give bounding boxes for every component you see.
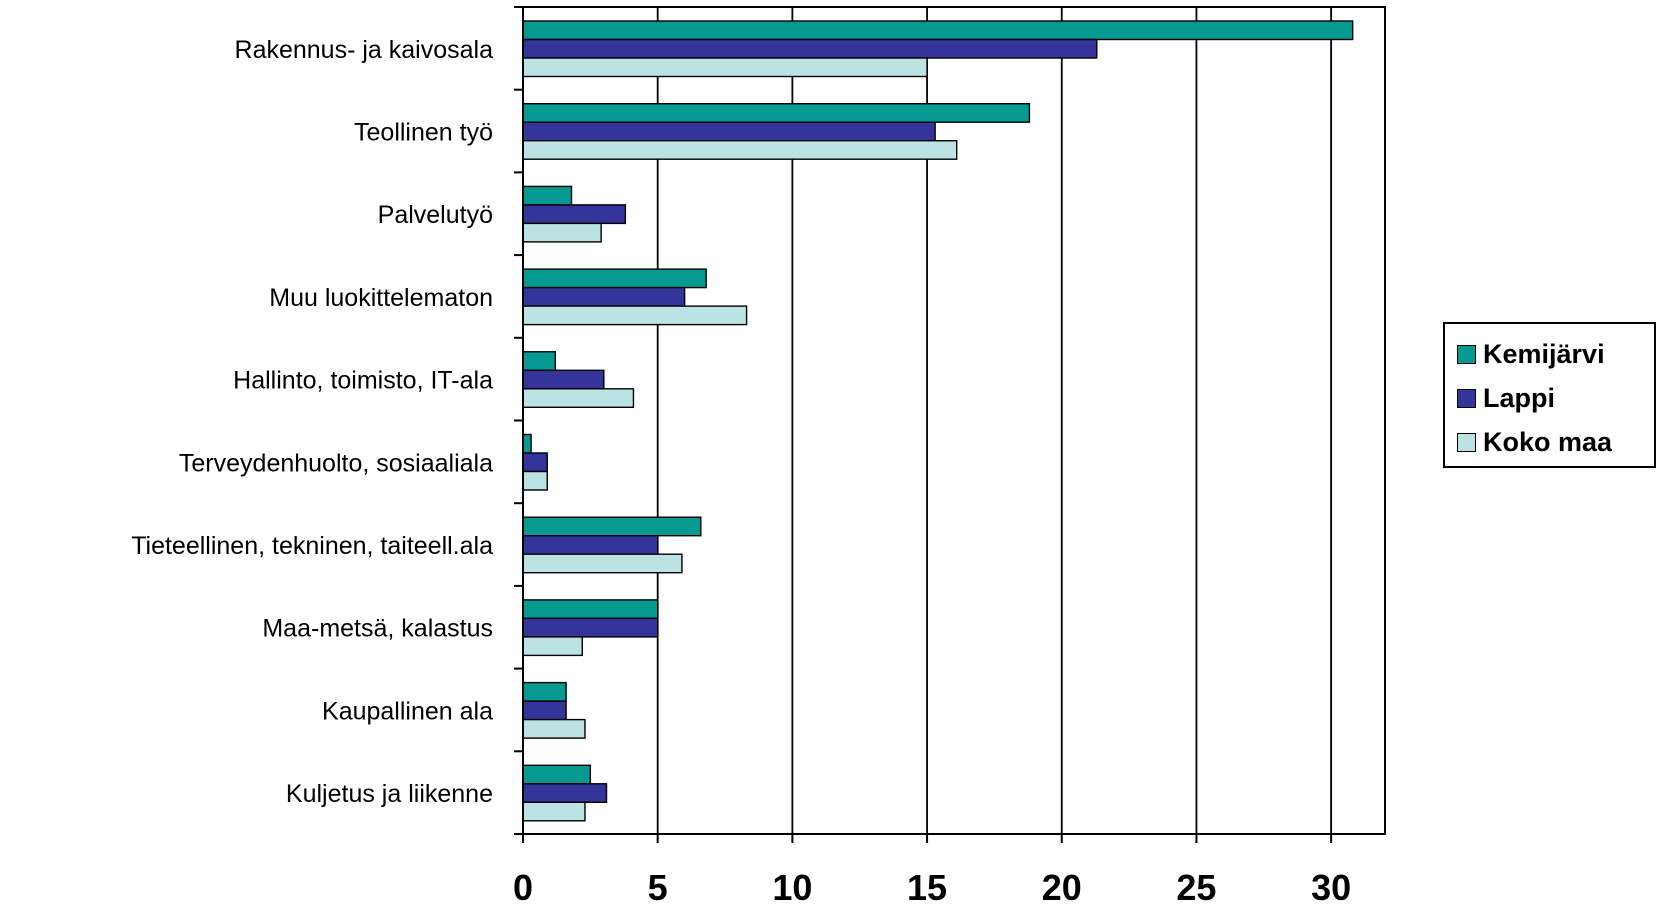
bar-kemijarvi [522,516,702,537]
bar-kemijarvi [522,268,707,289]
legend-label: Koko maa [1483,426,1613,457]
x-tick-label: 25 [1176,867,1216,905]
bar-lappi [522,535,659,555]
x-tick-label: 10 [772,867,812,905]
bar-kemijarvi [522,185,573,206]
x-tick-label: 30 [1311,867,1351,905]
bar-koko-maa [522,801,586,822]
category-labels: Rakennus- ja kaivosala Teollinen työ Palve… [131,36,493,808]
bar-koko-maa [522,718,586,739]
bar-lappi [522,121,936,142]
x-tick-label: 20 [1042,867,1082,905]
bar-lappi [522,286,686,307]
category-label: Maa-metsä, kalastus [262,615,493,643]
bar-lappi [522,700,567,721]
bar-lappi [522,452,548,473]
bar-lappi [522,617,659,638]
category-label: Teollinen työ [354,118,493,146]
bar-koko-maa [522,222,602,243]
bar-kemijarvi [522,764,592,785]
legend-item: Kemijärvi [1457,332,1654,376]
bar-koko-maa [522,305,748,326]
legend-label: Kemijärvi [1483,338,1605,369]
category-label: Muu luokittelematon [269,284,493,312]
legend-swatch [1457,388,1476,408]
category-label: Rakennus- ja kaivosala [235,36,494,64]
bar-kemijarvi [522,681,567,702]
bar-koko-maa [522,57,928,78]
bar-lappi [522,369,605,390]
bar-kemijarvi [522,102,1031,123]
bar-lappi [522,783,608,803]
bar-kemijarvi [522,351,557,371]
bar-lappi [522,204,627,225]
category-label: Kuljetus ja liikenne [286,780,493,808]
bar-koko-maa [522,470,548,491]
category-label: Kaupallinen ala [322,697,493,725]
bar-koko-maa [522,553,683,574]
bars [522,20,1354,822]
bar-kemijarvi [522,599,659,620]
x-tick-label: 5 [648,867,668,905]
x-tick-labels: 0 5 10 15 20 25 30 [513,867,1351,905]
legend-item: Koko maa [1457,420,1654,464]
bar-lappi [522,38,1098,59]
category-label: Terveydenhuolto, sosiaaliala [179,449,493,477]
legend: Kemijärvi Lappi Koko maa [1443,322,1656,468]
legend-label: Lappi [1483,382,1555,413]
bar-kemijarvi [522,20,1354,41]
legend-item: Lappi [1457,376,1654,420]
bar-kemijarvi [522,433,532,454]
category-label: Tieteellinen, tekninen, taiteell.ala [131,532,493,560]
axes [514,6,1386,843]
legend-swatch [1457,344,1476,364]
legend-swatch [1457,432,1476,452]
bar-koko-maa [522,388,635,408]
category-label: Hallinto, toimisto, IT-ala [233,367,493,395]
bar-koko-maa [522,636,583,657]
x-tick-label: 15 [907,867,947,905]
bar-koko-maa [522,139,958,160]
x-tick-label: 0 [513,867,533,905]
category-label: Palvelutyö [378,201,493,229]
